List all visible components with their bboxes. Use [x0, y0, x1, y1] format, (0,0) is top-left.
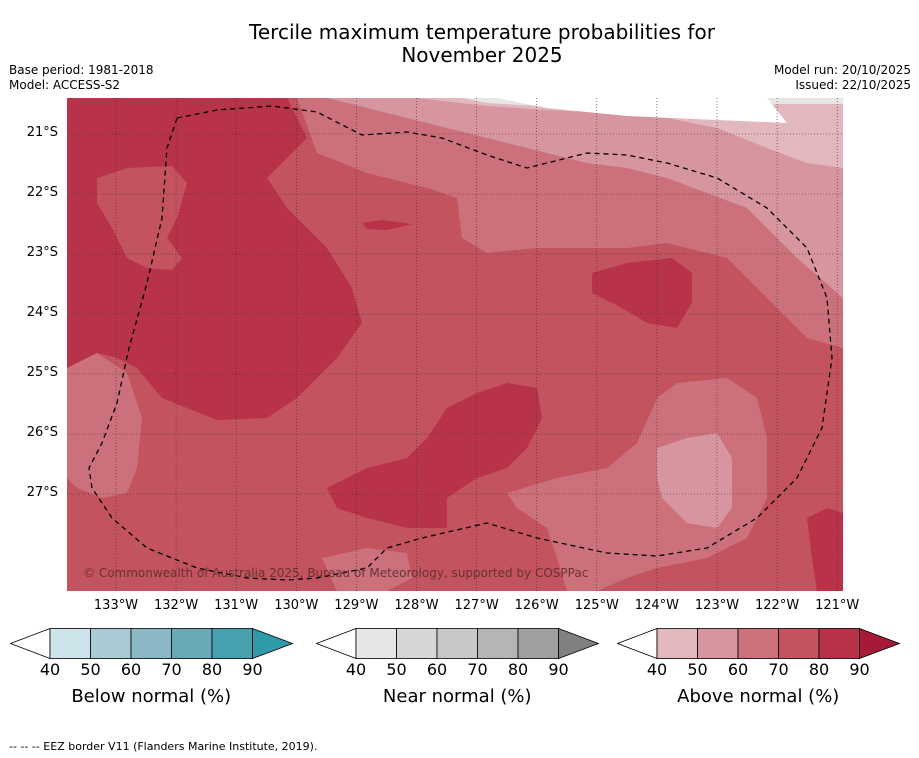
colorbar-segment	[818, 628, 860, 659]
lon-label: 124°W	[634, 598, 679, 613]
region-above-50-top	[327, 98, 843, 298]
model-run: Model run: 20/10/2025	[773, 63, 911, 77]
colorbar-tick: 80	[507, 660, 529, 679]
region-above-80-south	[327, 383, 542, 528]
region-small-patch	[362, 220, 412, 230]
colorbar-segment	[49, 628, 91, 659]
colorbar-over-triangle	[252, 628, 294, 659]
colorbar-tick: 70	[467, 660, 488, 679]
lon-label: 123°W	[694, 598, 740, 613]
colorbar-below	[10, 628, 294, 659]
colorbar-segment	[436, 628, 478, 659]
lon-label: 126°W	[514, 598, 559, 613]
lat-label: 21°S	[26, 125, 58, 140]
issued-date: Issued: 22/10/2025	[795, 78, 911, 92]
eez-border	[88, 105, 833, 581]
colorbar-near	[316, 628, 600, 659]
lon-label: 132°W	[154, 598, 199, 613]
lon-label: 131°W	[214, 598, 259, 613]
lon-label: 128°W	[394, 598, 439, 613]
colorbar-tick: 50	[687, 660, 708, 679]
lon-label: 125°W	[574, 598, 619, 613]
colorbar-tick: 40	[345, 660, 367, 679]
region-above-60-south	[322, 548, 412, 591]
lon-label: 133°W	[93, 598, 139, 613]
lon-label: 127°W	[454, 598, 499, 613]
lat-label: 25°S	[26, 365, 58, 380]
colorbar-over-triangle	[859, 628, 901, 659]
map-panel	[67, 98, 843, 591]
lat-label: 23°S	[26, 245, 58, 260]
colorbar-title: Near normal (%)	[382, 686, 532, 707]
colorbar-tick: 90	[242, 660, 263, 679]
region-above-60-se	[507, 378, 767, 591]
base-period: Base period: 1981-2018	[9, 63, 154, 77]
colorbar-under-triangle	[617, 628, 658, 659]
colorbar-tick: 90	[548, 660, 569, 679]
lon-label: 121°W	[815, 598, 860, 613]
copyright-text: © Commonwealth of Australia 2025, Bureau…	[83, 566, 589, 580]
colorbar-over-triangle	[558, 628, 600, 659]
colorbar-segment	[396, 628, 438, 659]
colorbar-tick: 60	[120, 660, 142, 679]
colorbar-tick: 70	[161, 660, 182, 679]
colorbar-segment	[211, 628, 253, 659]
colorbar-under-triangle	[10, 628, 51, 659]
lon-label: 122°W	[755, 598, 800, 613]
lat-label: 26°S	[26, 425, 58, 440]
colorbar-segment	[130, 628, 172, 659]
graticule	[67, 98, 843, 591]
map-svg	[67, 98, 843, 591]
lon-label: 130°W	[274, 598, 319, 613]
chart-title: Tercile maximum temperature probabilitie…	[249, 20, 715, 44]
colorbar-segment	[90, 628, 132, 659]
colorbar-tick: 50	[80, 660, 101, 679]
lon-label: 129°W	[334, 598, 379, 613]
colorbar-segment	[656, 628, 698, 659]
colorbar-segment	[517, 628, 559, 659]
region-white-gap	[497, 98, 787, 123]
model-name: Model: ACCESS-S2	[9, 78, 121, 92]
region-above-60-west	[67, 353, 142, 498]
colorbar-title: Above normal (%)	[677, 686, 840, 707]
colorbar-tick: 80	[808, 660, 830, 679]
colorbar-tick: 40	[646, 660, 668, 679]
colorbar-segment	[737, 628, 779, 659]
colorbar-tick: 60	[727, 660, 749, 679]
lat-label: 22°S	[26, 185, 58, 200]
colorbar-tick: 70	[768, 660, 789, 679]
eez-legend-note: -- -- -- EEZ border V11 (Flanders Marine…	[9, 740, 318, 753]
chart-title-month: November 2025	[401, 43, 563, 67]
colorbar-title: Below normal (%)	[71, 686, 232, 707]
colorbar-tick: 40	[39, 660, 61, 679]
colorbar-tick: 60	[426, 660, 448, 679]
region-above-50-se	[657, 433, 732, 528]
colorbar-segment	[355, 628, 397, 659]
colorbar-under-triangle	[316, 628, 357, 659]
lat-label: 24°S	[26, 305, 58, 320]
lat-label: 27°S	[26, 485, 58, 500]
colorbar-tick: 80	[201, 660, 223, 679]
colorbar-tick: 90	[849, 660, 870, 679]
colorbar-tick: 50	[386, 660, 407, 679]
colorbar-above	[617, 628, 901, 659]
colorbar-segment	[171, 628, 213, 659]
region-above-80-east	[592, 258, 692, 328]
colorbar-segment	[697, 628, 739, 659]
colorbar-segment	[477, 628, 519, 659]
colorbar-segment	[778, 628, 820, 659]
region-above-80-se	[807, 508, 843, 591]
